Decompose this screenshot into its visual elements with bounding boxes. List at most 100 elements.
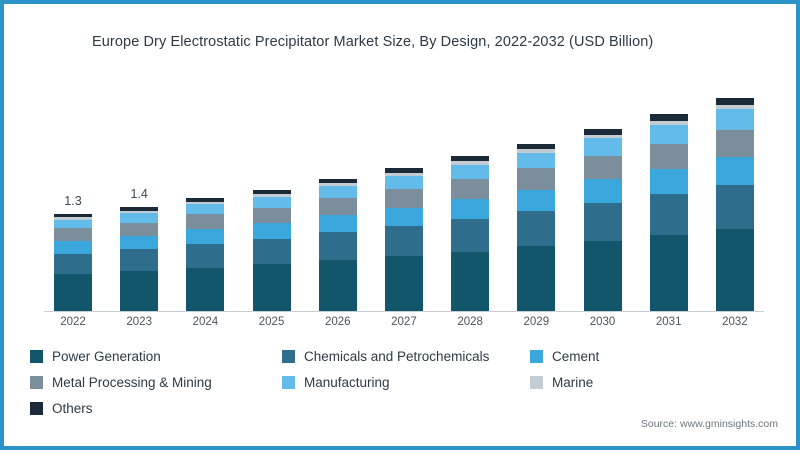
bar-segment [252, 193, 291, 197]
stacked-bar[interactable] [186, 197, 225, 311]
bar-segment [252, 264, 291, 311]
legend-row: Metal Processing & Mining Manufacturing … [30, 375, 778, 390]
legend-swatch-icon [530, 376, 543, 389]
bar-segment [715, 229, 754, 311]
bar-group[interactable] [583, 128, 622, 311]
legend-item-chemicals-and-petrochemicals: Chemicals and Petrochemicals [282, 349, 530, 364]
legend-label: Marine [552, 375, 594, 390]
bar-segment [384, 207, 423, 227]
bar-segment [186, 203, 225, 215]
bar-group[interactable] [715, 97, 754, 311]
x-axis-tick-label: 2022 [60, 316, 86, 328]
bar-segment [583, 203, 622, 242]
chart-legend: Power Generation Chemicals and Petrochem… [30, 349, 778, 427]
bar-segment [583, 138, 622, 156]
bar-segment [120, 235, 159, 250]
legend-item-others: Others [30, 401, 282, 416]
stacked-bar[interactable] [54, 214, 92, 311]
bar-segment [318, 215, 357, 233]
bar-segment [649, 194, 688, 236]
bar-group[interactable] [252, 189, 291, 311]
stacked-bar[interactable] [649, 114, 688, 311]
bar-group[interactable] [451, 156, 490, 311]
bar-segment [186, 201, 225, 204]
legend-item-metal-processing-and-mining: Metal Processing & Mining [30, 375, 282, 390]
bar-segment [583, 155, 622, 180]
legend-swatch-icon [282, 350, 295, 363]
bar-segment [120, 210, 159, 213]
bar-segment [583, 134, 622, 139]
bar-segment [120, 249, 159, 271]
bar-segment [715, 129, 754, 158]
x-axis-tick-label: 2029 [523, 316, 550, 328]
legend-label: Cement [552, 349, 600, 364]
bar-value-label: 1.4 [130, 186, 148, 201]
bar-segment [318, 259, 357, 311]
bar-segment [517, 211, 556, 247]
bar-segment [54, 219, 92, 229]
bar-group[interactable] [649, 114, 688, 311]
stacked-bar[interactable] [252, 189, 291, 311]
bar-segment [517, 148, 556, 153]
x-axis-tick-label: 2030 [589, 316, 616, 328]
stacked-bar[interactable] [318, 178, 357, 311]
bar-segment [649, 125, 688, 144]
bar-segment [252, 189, 291, 194]
bar-segment [384, 172, 423, 176]
bar-segment [318, 232, 357, 260]
bar-group[interactable] [384, 168, 423, 311]
bar-segment [252, 207, 291, 224]
bar-segment [120, 222, 159, 236]
legend-label: Metal Processing & Mining [52, 375, 212, 390]
bar-segment [120, 212, 159, 223]
bar-segment [517, 168, 556, 190]
bar-series-container: 1.3 1.4 [44, 74, 764, 311]
x-axis-tick-label: 2027 [391, 316, 417, 328]
bar-segment [715, 157, 754, 185]
bar-segment [54, 241, 92, 254]
bar-group[interactable]: 1.4 [120, 187, 159, 311]
bar-segment [54, 214, 92, 218]
bar-segment [517, 143, 556, 149]
bar-segment [649, 114, 688, 121]
stacked-bar[interactable] [451, 156, 490, 311]
bar-segment [715, 184, 754, 230]
bar-group[interactable] [318, 178, 357, 311]
x-axis-tick-label: 2023 [126, 316, 152, 328]
bar-segment [252, 196, 291, 208]
bar-group[interactable] [517, 143, 556, 311]
bar-segment [451, 198, 490, 219]
bar-segment [715, 97, 754, 105]
bar-segment [583, 241, 622, 311]
legend-swatch-icon [30, 350, 43, 363]
bar-group[interactable] [186, 197, 225, 311]
stacked-bar[interactable] [517, 143, 556, 311]
legend-label: Manufacturing [304, 375, 390, 390]
bar-segment [318, 183, 357, 187]
bar-segment [384, 175, 423, 190]
x-axis-tick-label: 2028 [457, 316, 483, 328]
bar-segment [451, 218, 490, 252]
bar-segment [318, 197, 357, 216]
bar-segment [54, 228, 92, 242]
plot-area: 1.3 1.4 [44, 74, 764, 312]
bar-segment [120, 206, 159, 211]
legend-swatch-icon [30, 402, 43, 415]
legend-swatch-icon [282, 376, 295, 389]
bar-value-label: 1.3 [64, 194, 82, 209]
stacked-bar[interactable] [715, 97, 754, 311]
bar-segment [186, 197, 225, 202]
bar-segment [252, 238, 291, 265]
bar-segment [54, 217, 92, 220]
bar-segment [186, 229, 225, 245]
legend-row: Power Generation Chemicals and Petrochem… [30, 349, 778, 364]
bar-segment [451, 178, 490, 199]
stacked-bar[interactable] [583, 128, 622, 311]
bar-segment [384, 168, 423, 173]
stacked-bar[interactable] [384, 168, 423, 311]
stacked-bar[interactable] [120, 206, 159, 311]
bar-group[interactable]: 1.3 [54, 194, 92, 311]
bar-segment [186, 244, 225, 268]
legend-item-manufacturing: Manufacturing [282, 375, 530, 390]
bar-segment [451, 161, 490, 165]
